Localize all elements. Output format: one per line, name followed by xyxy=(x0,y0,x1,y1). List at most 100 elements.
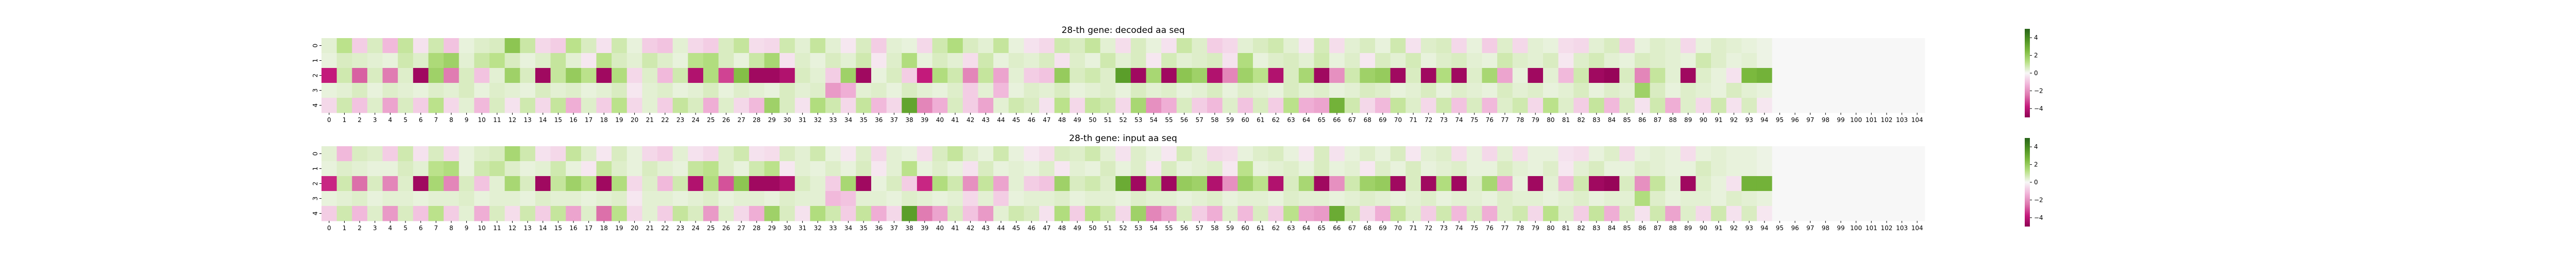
heatmap-cell xyxy=(459,191,474,206)
heatmap-cell xyxy=(1665,176,1681,192)
heatmap-cell xyxy=(1863,98,1879,113)
heatmap-cell xyxy=(1558,53,1574,68)
heatmap-cell xyxy=(1161,176,1177,192)
x-tick-label: 12 xyxy=(509,116,516,124)
heatmap-cell xyxy=(1222,146,1238,162)
heatmap-cell xyxy=(336,161,352,177)
heatmap-cell xyxy=(871,146,887,162)
heatmap-cell xyxy=(1482,68,1498,83)
heatmap-cell xyxy=(1848,146,1864,162)
heatmap-cell xyxy=(1573,83,1589,98)
heatmap-cell xyxy=(1146,206,1162,221)
x-tick-label: 42 xyxy=(967,116,974,124)
heatmap-cell xyxy=(886,206,902,221)
heatmap-cell xyxy=(1146,176,1162,192)
heatmap-cell xyxy=(642,83,658,98)
heatmap-cell xyxy=(718,53,734,68)
heatmap-cell xyxy=(1833,206,1849,221)
heatmap-cell xyxy=(1024,206,1040,221)
heatmap-cell xyxy=(1084,161,1101,177)
chart-title-decoded: 28-th gene: decoded aa seq xyxy=(1061,25,1184,36)
heatmap-cell xyxy=(993,68,1009,83)
heatmap-cell xyxy=(764,53,780,68)
heatmap-cell xyxy=(535,68,551,83)
x-tick-label: 59 xyxy=(1226,224,1234,232)
heatmap-cell xyxy=(1115,176,1131,192)
heatmap-cell xyxy=(1787,191,1803,206)
heatmap-cell xyxy=(382,53,398,68)
heatmap-cell xyxy=(1528,38,1544,54)
heatmap-cell xyxy=(1543,98,1559,113)
heatmap-cell xyxy=(1863,146,1879,162)
heatmap-cell xyxy=(1130,146,1146,162)
heatmap-cell xyxy=(734,68,750,83)
heatmap-cell xyxy=(550,161,566,177)
x-tick-label: 26 xyxy=(722,224,730,232)
heatmap-cell xyxy=(947,53,963,68)
x-tick-label: 49 xyxy=(1073,116,1081,124)
heatmap-cell xyxy=(1879,176,1895,192)
x-tick-label: 58 xyxy=(1211,224,1218,232)
heatmap-cell xyxy=(612,98,628,113)
heatmap-cell xyxy=(382,161,398,177)
heatmap-cell xyxy=(1238,53,1253,68)
heatmap-cell xyxy=(642,161,658,177)
heatmap-cell xyxy=(810,191,826,206)
heatmap-cell xyxy=(1818,146,1834,162)
heatmap-cell xyxy=(459,161,474,177)
heatmap-cell xyxy=(1252,68,1269,83)
heatmap-cell xyxy=(1314,146,1330,162)
heatmap-cell xyxy=(444,146,460,162)
heatmap-cell xyxy=(566,191,582,206)
heatmap-cell xyxy=(886,98,902,113)
heatmap-cell xyxy=(1756,38,1773,54)
heatmap-cell xyxy=(352,68,368,83)
heatmap-cell xyxy=(1573,53,1589,68)
heatmap-cell xyxy=(688,176,704,192)
heatmap-cell xyxy=(917,98,933,113)
heatmap-cell xyxy=(794,98,810,113)
heatmap-cell xyxy=(550,206,566,221)
heatmap-cell xyxy=(1543,53,1559,68)
heatmap-cell xyxy=(1176,191,1192,206)
x-tick-label: 29 xyxy=(768,116,776,124)
colorbar-tick-label: 4 xyxy=(2034,143,2038,150)
heatmap-cell xyxy=(1390,206,1406,221)
heatmap-cell xyxy=(413,191,429,206)
heatmap-cell xyxy=(1588,53,1605,68)
heatmap-cell xyxy=(1711,206,1727,221)
heatmap-cell xyxy=(535,98,551,113)
heatmap-cell xyxy=(825,83,841,98)
heatmap-cell xyxy=(1787,176,1803,192)
heatmap-cell xyxy=(1405,206,1421,221)
heatmap-cell xyxy=(1665,206,1681,221)
heatmap-cell xyxy=(1084,68,1101,83)
heatmap-cell xyxy=(1909,83,1925,98)
heatmap-cell xyxy=(1298,53,1314,68)
heatmap-cell xyxy=(978,83,994,98)
heatmap-cell xyxy=(1314,161,1330,177)
heatmap-cell xyxy=(1818,191,1834,206)
heatmap-cell xyxy=(1146,68,1162,83)
heatmap-cell xyxy=(321,98,337,113)
heatmap-cell xyxy=(489,38,505,54)
heatmap-cell xyxy=(1207,38,1223,54)
heatmap-cell xyxy=(1268,38,1284,54)
heatmap-cell xyxy=(1070,146,1086,162)
heatmap-cell xyxy=(1833,161,1849,177)
heatmap-cell xyxy=(1619,98,1635,113)
x-tick-label: 96 xyxy=(1791,116,1799,124)
heatmap-cell xyxy=(1420,161,1437,177)
heatmap-cell xyxy=(444,38,460,54)
x-tick-label: 70 xyxy=(1394,116,1402,124)
heatmap-cell xyxy=(413,83,429,98)
heatmap-cell xyxy=(1787,53,1803,68)
heatmap-cell xyxy=(1741,191,1757,206)
heatmap-cell xyxy=(1436,68,1452,83)
heatmap-cells-input xyxy=(321,146,1925,221)
heatmap-cell xyxy=(626,83,642,98)
heatmap-cell xyxy=(1222,53,1238,68)
heatmap-cell xyxy=(1130,68,1146,83)
x-tick-label: 80 xyxy=(1547,224,1554,232)
x-tick-label: 0 xyxy=(327,224,331,232)
